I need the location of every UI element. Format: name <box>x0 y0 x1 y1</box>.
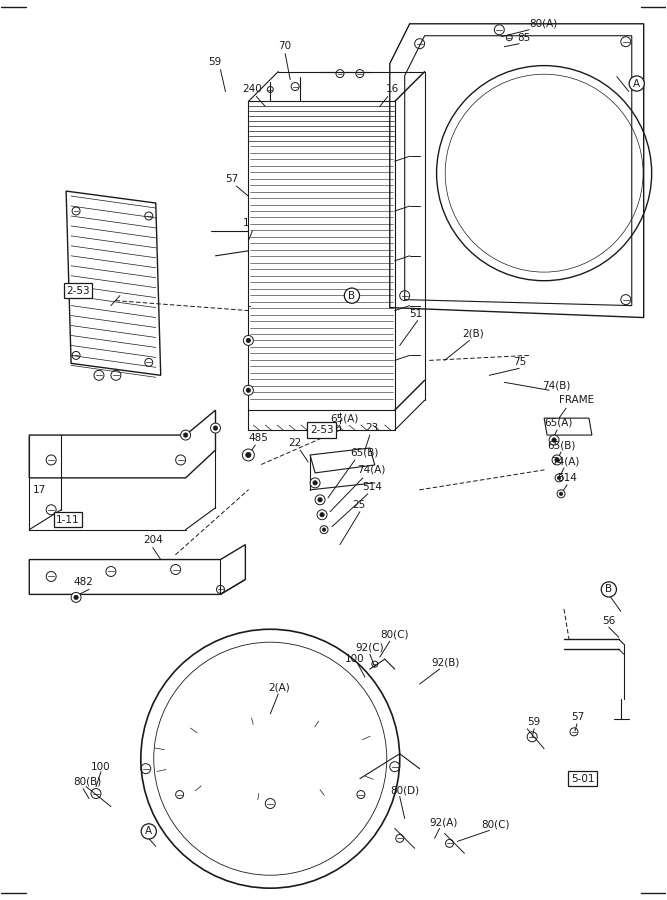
Text: 100: 100 <box>345 654 365 664</box>
Text: 5-01: 5-01 <box>571 774 594 784</box>
Text: 514: 514 <box>557 472 577 483</box>
Text: 92(C): 92(C) <box>355 643 384 652</box>
Circle shape <box>552 437 556 442</box>
Text: 74(B): 74(B) <box>542 381 570 391</box>
Text: 80(D): 80(D) <box>390 786 419 796</box>
Text: 23: 23 <box>365 423 378 433</box>
Text: 2(B): 2(B) <box>462 328 484 338</box>
Circle shape <box>243 385 253 395</box>
Circle shape <box>559 492 563 496</box>
Circle shape <box>74 595 78 599</box>
Circle shape <box>246 388 251 392</box>
Text: 2-53: 2-53 <box>66 285 90 296</box>
Text: 59: 59 <box>209 57 221 67</box>
Text: 22: 22 <box>288 438 301 448</box>
Text: 92(A): 92(A) <box>430 817 458 827</box>
Text: 2(A): 2(A) <box>268 682 290 692</box>
Circle shape <box>549 435 559 445</box>
Text: 65(A): 65(A) <box>544 417 572 428</box>
Text: 16: 16 <box>386 84 399 94</box>
Text: 56: 56 <box>602 616 615 626</box>
Text: 57: 57 <box>571 712 584 722</box>
Text: 100: 100 <box>91 761 111 771</box>
Circle shape <box>211 423 221 433</box>
Circle shape <box>557 476 561 480</box>
Text: 65(B): 65(B) <box>547 440 576 450</box>
Text: 75: 75 <box>513 357 526 367</box>
Text: 85: 85 <box>517 32 530 42</box>
Text: 65(B): 65(B) <box>350 448 378 458</box>
Circle shape <box>213 426 217 430</box>
Circle shape <box>320 526 328 534</box>
Circle shape <box>181 430 191 440</box>
Circle shape <box>315 495 325 505</box>
Text: 1: 1 <box>242 218 249 228</box>
Circle shape <box>557 490 565 498</box>
Circle shape <box>246 338 251 343</box>
Text: 59: 59 <box>527 717 540 727</box>
Text: 80(A): 80(A) <box>529 19 558 29</box>
Circle shape <box>245 453 251 458</box>
Text: 80(C): 80(C) <box>482 819 510 830</box>
Circle shape <box>71 592 81 602</box>
Text: 80(B): 80(B) <box>73 777 101 787</box>
Text: 65(A): 65(A) <box>330 413 358 423</box>
Circle shape <box>317 509 327 519</box>
Text: 1-11: 1-11 <box>56 515 80 525</box>
Text: A: A <box>145 826 152 836</box>
Circle shape <box>555 458 560 463</box>
Text: 25: 25 <box>352 500 365 509</box>
Text: 57: 57 <box>225 174 239 184</box>
Text: B: B <box>605 584 612 594</box>
Text: A: A <box>633 78 640 88</box>
Text: 240: 240 <box>242 84 262 94</box>
Circle shape <box>552 455 562 465</box>
Text: 485: 485 <box>248 433 268 443</box>
Text: 92(B): 92(B) <box>432 657 460 667</box>
Text: 51: 51 <box>410 309 423 319</box>
Text: B: B <box>348 291 356 301</box>
Text: FRAME: FRAME <box>559 395 594 405</box>
Circle shape <box>317 498 322 502</box>
Circle shape <box>322 528 326 532</box>
Text: 2-53: 2-53 <box>310 425 334 435</box>
Text: 204: 204 <box>143 535 163 544</box>
Text: 514: 514 <box>362 482 382 491</box>
Text: 80(C): 80(C) <box>380 629 408 639</box>
Text: 17: 17 <box>33 485 47 495</box>
Text: 70: 70 <box>278 40 291 50</box>
Text: 74(A): 74(A) <box>357 465 386 475</box>
Text: 74(A): 74(A) <box>551 457 580 467</box>
Circle shape <box>242 449 254 461</box>
Circle shape <box>555 474 563 482</box>
Circle shape <box>183 433 188 437</box>
Circle shape <box>313 481 317 485</box>
Circle shape <box>243 336 253 346</box>
Text: 482: 482 <box>73 578 93 588</box>
Circle shape <box>310 478 320 488</box>
Circle shape <box>319 512 324 517</box>
